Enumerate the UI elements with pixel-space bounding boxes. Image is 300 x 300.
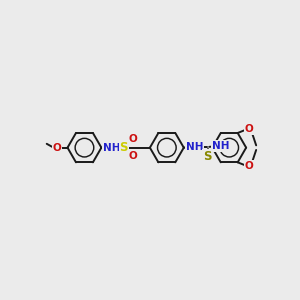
Text: O: O bbox=[52, 143, 61, 153]
Text: S: S bbox=[119, 141, 128, 154]
Text: O: O bbox=[129, 134, 137, 144]
Text: NH: NH bbox=[103, 143, 120, 153]
Text: O: O bbox=[129, 151, 137, 161]
Text: O: O bbox=[245, 161, 254, 171]
Text: NH: NH bbox=[186, 142, 203, 152]
Text: S: S bbox=[203, 150, 212, 164]
Text: O: O bbox=[245, 124, 254, 134]
Text: NH: NH bbox=[212, 141, 230, 151]
